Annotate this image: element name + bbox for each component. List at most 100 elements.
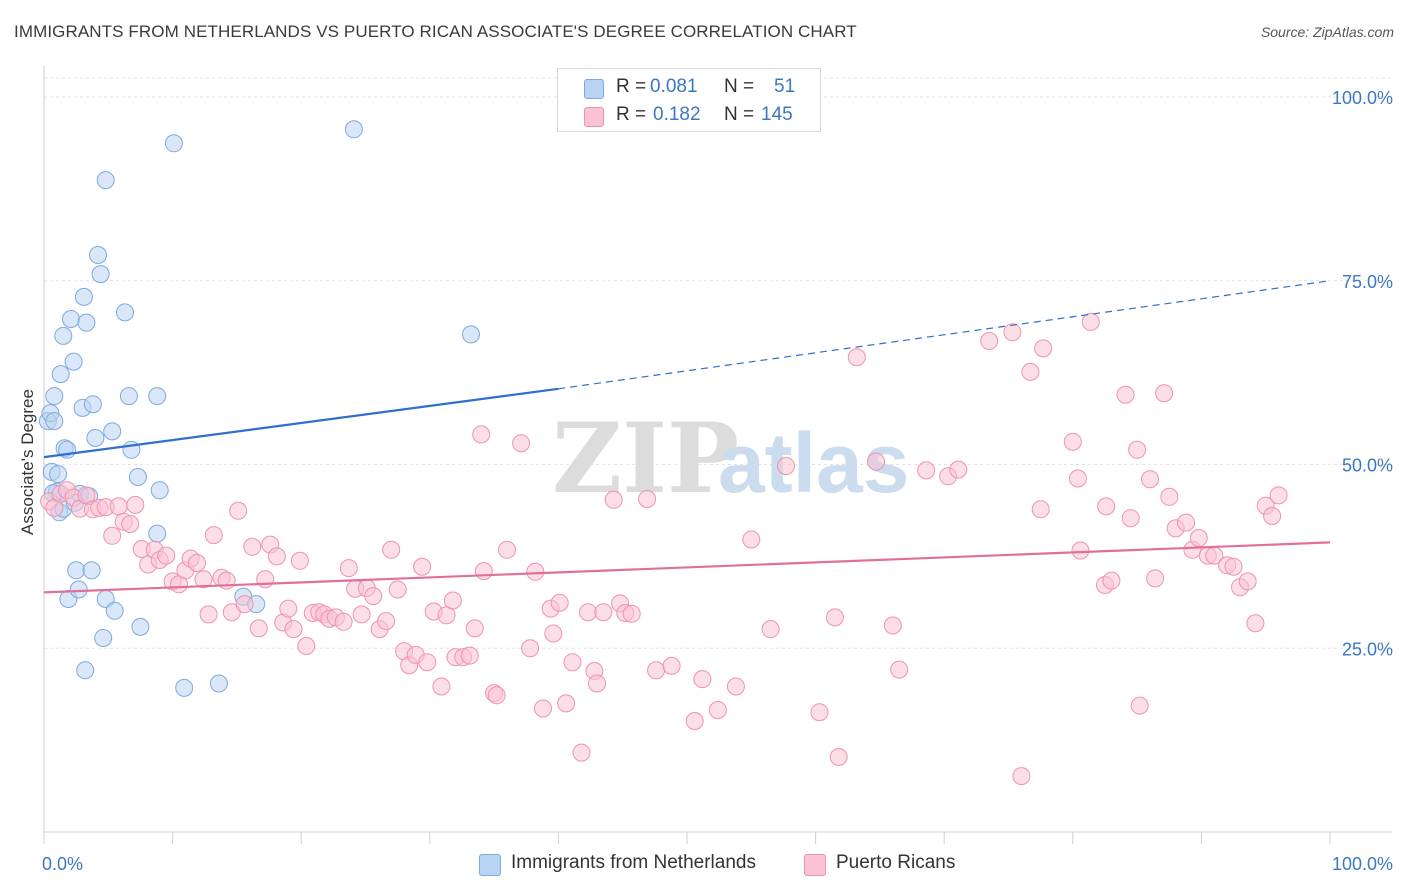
point-netherlands [209,674,228,693]
point-netherlands [164,134,183,153]
point-puerto-ricans [1063,432,1082,451]
legend-n-label: N = [724,104,755,125]
point-puerto-ricans [229,501,248,520]
point-puerto-ricans [1102,571,1121,590]
point-netherlands [45,412,64,431]
point-puerto-ricans [588,674,606,693]
point-puerto-ricans [1021,362,1040,381]
point-puerto-ricans [1097,497,1116,516]
point-puerto-ricans [761,620,780,639]
point-puerto-ricans [777,457,795,475]
point-puerto-ricans [279,599,298,618]
point-puerto-ricans [512,434,531,453]
point-netherlands [94,629,113,647]
point-puerto-ricans [949,460,968,479]
point-netherlands [462,325,480,344]
point-puerto-ricans [443,591,462,610]
point-puerto-ricans [544,624,563,643]
point-puerto-ricans [432,677,451,696]
point-puerto-ricans [638,490,657,508]
trend-lines [43,280,1331,594]
point-puerto-ricans [126,495,145,514]
point-puerto-ricans [413,557,432,576]
grid-lines [44,77,1392,649]
point-puerto-ricans [1128,440,1147,459]
point-puerto-ricans [1224,557,1243,576]
point-puerto-ricans [1130,696,1149,715]
point-netherlands [175,678,194,697]
point-puerto-ricans [526,562,545,581]
axes [43,66,1392,844]
chart-source: Source: ZipAtlas.com [1260,24,1394,40]
y-tick-label: 25.0% [1342,639,1393,659]
legend-r-value: 0.182 [653,104,701,125]
point-puerto-ricans [693,670,712,689]
point-puerto-ricans [364,587,383,606]
legend-r-label: R = [616,76,647,97]
point-puerto-ricans [742,530,761,549]
point-puerto-ricans [1263,507,1282,525]
point-puerto-ricans [267,547,286,566]
point-netherlands [49,465,68,484]
point-netherlands [105,601,124,620]
point-puerto-ricans [388,580,407,599]
point-netherlands [83,395,102,414]
point-puerto-ricans [647,661,666,680]
point-puerto-ricans [1246,614,1265,633]
y-tick-label: 50.0% [1342,456,1393,476]
point-puerto-ricans [867,452,885,471]
point-puerto-ricans [157,546,176,565]
point-puerto-ricans [579,603,597,622]
point-netherlands [86,429,105,447]
point-puerto-ricans [382,540,401,559]
point-puerto-ricans [1071,541,1090,560]
point-puerto-ricans [1269,486,1288,505]
x-tick-label: 100.0% [1332,854,1393,874]
point-puerto-ricans [1160,487,1179,506]
point-puerto-ricans [194,570,213,589]
legend: R = 0.081 N = 51 R = 0.182 N = 145 [557,68,821,132]
point-netherlands [148,524,167,543]
point-puerto-ricans [1068,469,1087,488]
point-puerto-ricans [297,637,316,655]
axis-labels: 25.0% 50.0% 75.0% 100.0% 0.0% 100.0% Associate… [18,88,1393,874]
legend-n-value: 51 [774,76,796,97]
point-puerto-ricans [1146,569,1165,588]
point-puerto-ricans [204,526,223,545]
point-netherlands [64,352,83,371]
point-puerto-ricans [662,656,681,675]
point-puerto-ricans [563,653,582,672]
x-tick-label: 0.0% [42,854,83,874]
legend-row-netherlands: R = 0.081 N = 51 [558,73,820,101]
point-puerto-ricans [1177,513,1195,532]
point-puerto-ricans [339,559,358,578]
point-netherlands [54,326,73,345]
point-puerto-ricans [1155,384,1174,403]
point-puerto-ricans [726,677,745,696]
point-netherlands [82,561,101,580]
point-puerto-ricans [825,608,844,627]
bottom-legend-label-netherlands: Immigrants from Netherlands [511,852,756,873]
point-netherlands [128,468,147,486]
point-puerto-ricans [1121,509,1140,528]
point-puerto-ricans [1012,767,1031,786]
point-netherlands [103,422,122,441]
point-netherlands [74,287,93,306]
chart-title: IMMIGRANTS FROM NETHERLANDS VS PUERTO RI… [14,22,857,41]
point-puerto-ricans [249,619,268,638]
point-puerto-ricans [1141,470,1159,489]
point-puerto-ricans [472,425,491,444]
point-netherlands [76,661,95,680]
point-netherlands [51,365,70,384]
point-puerto-ricans [235,595,254,614]
point-puerto-ricans [465,619,484,638]
point-puerto-ricans [810,703,829,722]
point-netherlands [89,246,107,264]
point-netherlands [62,310,80,328]
point-puerto-ricans [829,748,848,766]
point-netherlands [69,580,88,599]
point-puerto-ricans [121,515,140,533]
point-puerto-ricans [1003,323,1022,342]
point-netherlands [67,561,86,580]
